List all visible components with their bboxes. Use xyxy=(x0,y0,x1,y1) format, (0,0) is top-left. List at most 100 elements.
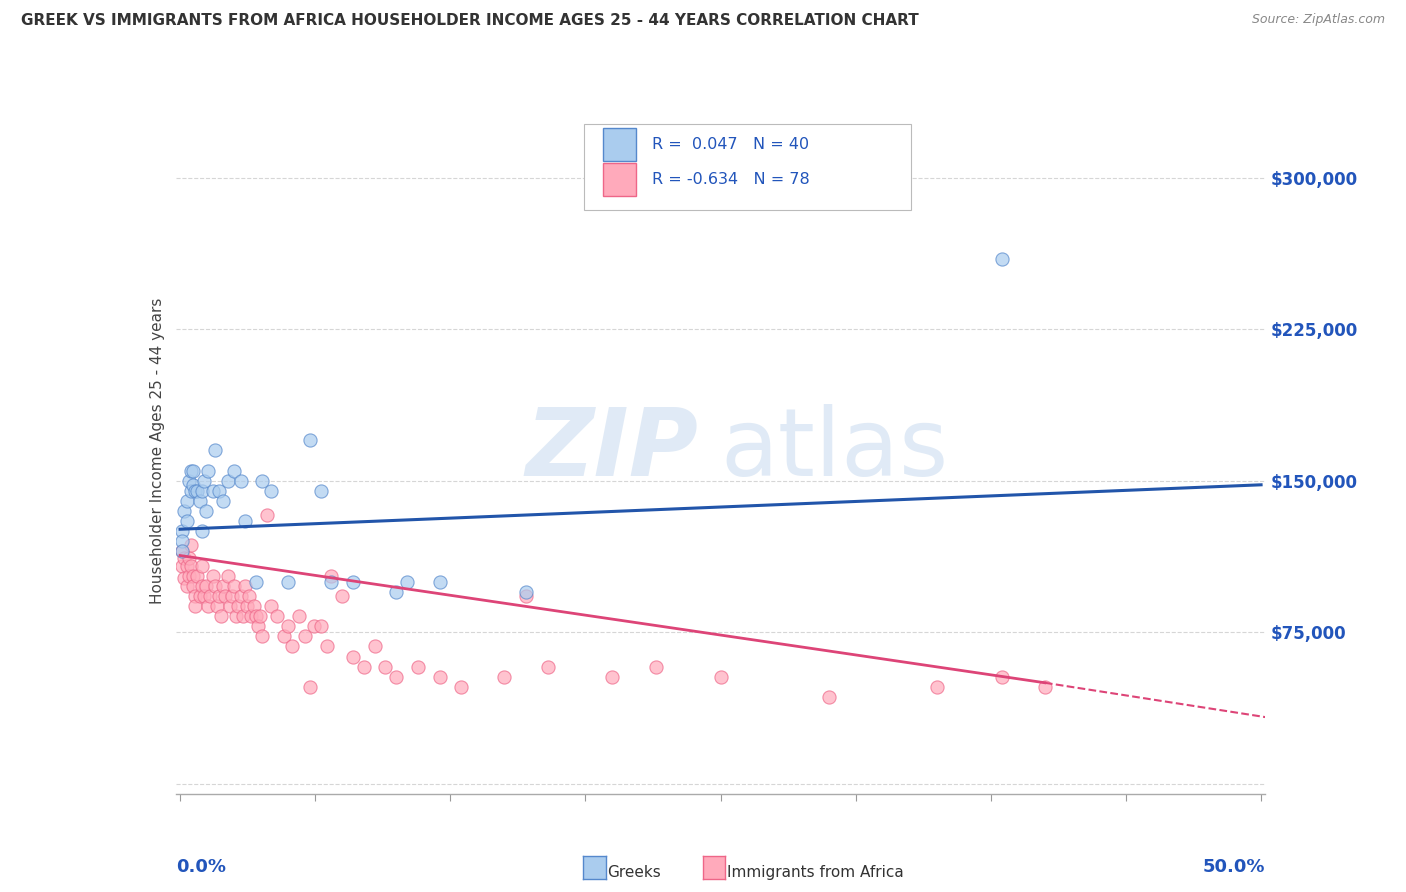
Point xyxy=(260,599,283,613)
Text: Greeks: Greeks xyxy=(607,865,661,880)
Point xyxy=(429,574,451,589)
Point xyxy=(277,619,299,633)
Point xyxy=(172,524,194,539)
Point xyxy=(429,670,451,684)
Point xyxy=(224,464,246,478)
Point xyxy=(494,670,516,684)
Point xyxy=(212,494,235,508)
Point xyxy=(176,558,198,573)
Point xyxy=(536,659,558,673)
Point xyxy=(173,571,195,585)
Point xyxy=(200,589,222,603)
Point xyxy=(249,609,271,624)
Point xyxy=(309,483,332,498)
Point xyxy=(450,680,472,694)
Point xyxy=(602,670,624,684)
Text: R =  0.047   N = 40: R = 0.047 N = 40 xyxy=(652,137,808,153)
Point xyxy=(321,568,343,582)
Point xyxy=(173,550,195,565)
Point xyxy=(246,619,269,633)
Point xyxy=(188,494,211,508)
Point xyxy=(217,568,239,582)
Point xyxy=(195,579,218,593)
Point xyxy=(176,579,198,593)
Point xyxy=(177,474,200,488)
Point xyxy=(990,670,1012,684)
Point xyxy=(245,609,267,624)
Text: Source: ZipAtlas.com: Source: ZipAtlas.com xyxy=(1251,13,1385,27)
Point xyxy=(385,585,408,599)
Point xyxy=(406,659,429,673)
Text: atlas: atlas xyxy=(721,404,949,497)
Text: GREEK VS IMMIGRANTS FROM AFRICA HOUSEHOLDER INCOME AGES 25 - 44 YEARS CORRELATIO: GREEK VS IMMIGRANTS FROM AFRICA HOUSEHOL… xyxy=(21,13,920,29)
Point xyxy=(190,524,212,539)
Point xyxy=(374,659,396,673)
Point xyxy=(217,474,239,488)
Point xyxy=(233,514,256,528)
Point xyxy=(208,483,231,498)
Point xyxy=(205,599,228,613)
Point xyxy=(208,589,231,603)
Point xyxy=(181,579,204,593)
Point xyxy=(173,504,195,518)
Point xyxy=(817,690,839,704)
Point xyxy=(1033,680,1056,694)
Point xyxy=(190,579,212,593)
Point xyxy=(190,483,212,498)
Point xyxy=(252,474,274,488)
Text: 50.0%: 50.0% xyxy=(1204,858,1265,876)
Point xyxy=(201,568,224,582)
Point xyxy=(316,640,339,654)
Point xyxy=(184,483,207,498)
Point xyxy=(228,599,250,613)
Point xyxy=(172,544,194,558)
Point xyxy=(172,534,194,549)
Point xyxy=(172,558,194,573)
Point xyxy=(515,585,537,599)
Point xyxy=(172,544,194,558)
Point xyxy=(197,464,219,478)
Point xyxy=(242,599,264,613)
Point xyxy=(294,629,316,643)
Point xyxy=(396,574,419,589)
Point xyxy=(204,443,226,458)
Point xyxy=(184,599,207,613)
Point xyxy=(232,609,254,624)
Point xyxy=(515,589,537,603)
Point xyxy=(181,568,204,582)
Point xyxy=(193,474,215,488)
Point xyxy=(240,609,263,624)
Point xyxy=(233,579,256,593)
Point xyxy=(298,434,321,448)
Point xyxy=(195,504,218,518)
Point xyxy=(176,494,198,508)
Bar xyxy=(603,128,636,161)
Point xyxy=(925,680,948,694)
Point xyxy=(256,508,278,522)
Point xyxy=(229,589,252,603)
Point xyxy=(385,670,408,684)
Point xyxy=(180,538,202,552)
Point xyxy=(266,609,288,624)
Point xyxy=(238,589,260,603)
Point xyxy=(330,589,353,603)
Point xyxy=(180,483,202,498)
Point xyxy=(342,574,364,589)
Bar xyxy=(603,162,636,195)
Point xyxy=(201,483,224,498)
Point xyxy=(186,483,208,498)
Point xyxy=(229,474,252,488)
Point xyxy=(176,514,198,528)
Point xyxy=(181,478,204,492)
Point xyxy=(190,558,212,573)
Point xyxy=(204,579,226,593)
Point xyxy=(181,464,204,478)
Point xyxy=(302,619,325,633)
Point xyxy=(990,252,1012,266)
Text: 0.0%: 0.0% xyxy=(176,858,226,876)
Point xyxy=(342,649,364,664)
Point xyxy=(309,619,332,633)
Text: R = -0.634   N = 78: R = -0.634 N = 78 xyxy=(652,171,810,186)
Point xyxy=(710,670,733,684)
Point xyxy=(288,609,311,624)
